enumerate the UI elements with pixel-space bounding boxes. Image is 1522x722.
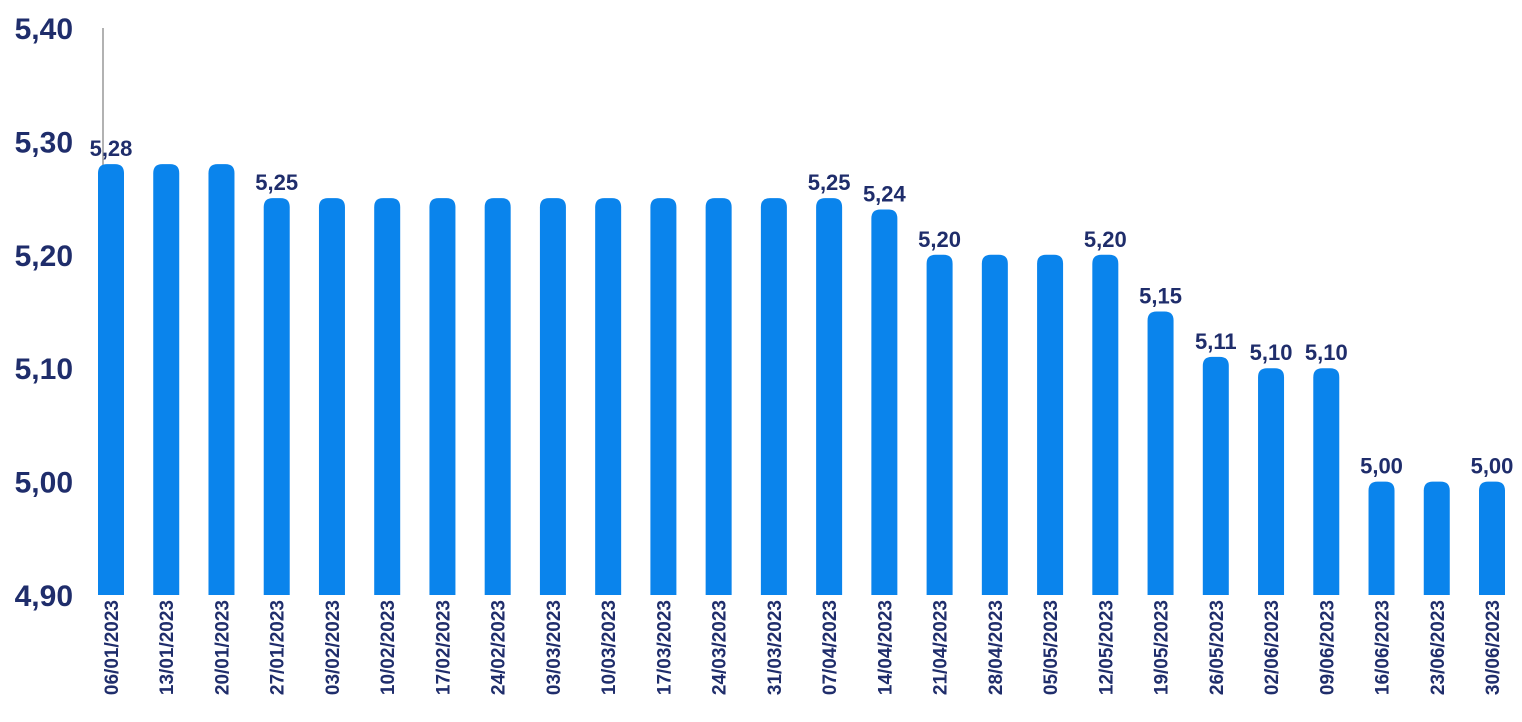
x-tick-label: 07/04/2023 (820, 600, 841, 695)
x-tick-label: 17/02/2023 (433, 600, 454, 695)
x-tick-label: 02/06/2023 (1262, 600, 1283, 695)
data-label: 5,20 (1084, 227, 1127, 252)
data-labels: 5,28 5,25 5,25 5,24 5,20 5,20 5,15 5,11 5,10 5,10… (90, 136, 1514, 479)
data-label: 5,10 (1250, 340, 1293, 365)
bar (705, 198, 732, 595)
x-tick-label: 23/06/2023 (1428, 600, 1449, 695)
x-tick-label: 28/04/2023 (986, 600, 1007, 695)
bar (153, 164, 180, 595)
bar (263, 198, 290, 595)
x-tick-label: 06/01/2023 (102, 600, 123, 695)
bar (1202, 356, 1229, 595)
y-tick-label: 4,90 (15, 580, 73, 613)
x-tick-label: 13/01/2023 (157, 600, 178, 695)
bar (1092, 254, 1119, 596)
bar (1423, 481, 1450, 595)
bar (539, 198, 566, 595)
y-tick-label: 5,10 (15, 353, 73, 386)
x-tick-label: 20/01/2023 (212, 600, 233, 695)
data-label: 5,15 (1139, 284, 1182, 309)
bar (871, 209, 898, 595)
bar (484, 198, 511, 595)
data-label: 5,00 (1471, 454, 1514, 479)
bar (208, 164, 235, 595)
data-label: 5,20 (918, 227, 961, 252)
y-tick-labels: 4,90 5,00 5,10 5,20 5,30 5,40 (15, 13, 73, 613)
data-label: 5,25 (808, 170, 851, 195)
bar (429, 198, 456, 595)
bar (760, 198, 787, 595)
bar (595, 198, 622, 595)
bar (374, 198, 401, 595)
bar (981, 254, 1008, 596)
y-tick-label: 5,40 (15, 13, 73, 46)
bar (1479, 481, 1505, 595)
x-tick-label: 24/03/2023 (710, 600, 731, 695)
data-label: 5,11 (1195, 329, 1237, 354)
data-label: 5,00 (1360, 454, 1403, 479)
y-tick-label: 5,30 (15, 126, 73, 159)
x-tick-label: 24/02/2023 (489, 600, 510, 695)
bars (98, 164, 1505, 596)
bar (1147, 311, 1174, 595)
x-tick-label: 12/05/2023 (1096, 600, 1117, 695)
x-tick-label: 27/01/2023 (268, 600, 289, 695)
data-label: 5,24 (863, 181, 907, 206)
data-label: 5,28 (90, 136, 133, 161)
x-tick-label: 17/03/2023 (654, 600, 675, 695)
bar (816, 198, 843, 595)
x-tick-label: 05/05/2023 (1041, 600, 1062, 695)
x-tick-label: 30/06/2023 (1483, 600, 1504, 695)
bar (1313, 368, 1340, 595)
x-tick-label: 14/04/2023 (875, 600, 896, 695)
x-tick-label: 10/02/2023 (378, 600, 399, 695)
bar (1037, 254, 1064, 596)
y-tick-label: 5,20 (15, 240, 73, 273)
x-tick-label: 09/06/2023 (1317, 600, 1338, 695)
data-label: 5,25 (255, 170, 298, 195)
x-tick-label: 31/03/2023 (765, 600, 786, 695)
bar (1368, 481, 1395, 595)
x-tick-label: 26/05/2023 (1207, 600, 1228, 695)
x-tick-labels: 06/01/2023 13/01/2023 20/01/2023 27/01/2023… (102, 600, 1504, 695)
x-tick-label: 03/02/2023 (323, 600, 344, 695)
data-label: 5,10 (1305, 340, 1348, 365)
x-tick-label: 03/03/2023 (544, 600, 565, 695)
x-tick-label: 10/03/2023 (599, 600, 620, 695)
bar (1258, 368, 1285, 595)
bar (98, 164, 124, 595)
x-tick-label: 16/06/2023 (1373, 600, 1394, 695)
x-tick-label: 21/04/2023 (931, 600, 952, 695)
bar (318, 198, 345, 595)
bar (650, 198, 677, 595)
bar (926, 254, 953, 596)
x-tick-label: 19/05/2023 (1152, 600, 1173, 695)
y-tick-label: 5,00 (15, 467, 73, 500)
